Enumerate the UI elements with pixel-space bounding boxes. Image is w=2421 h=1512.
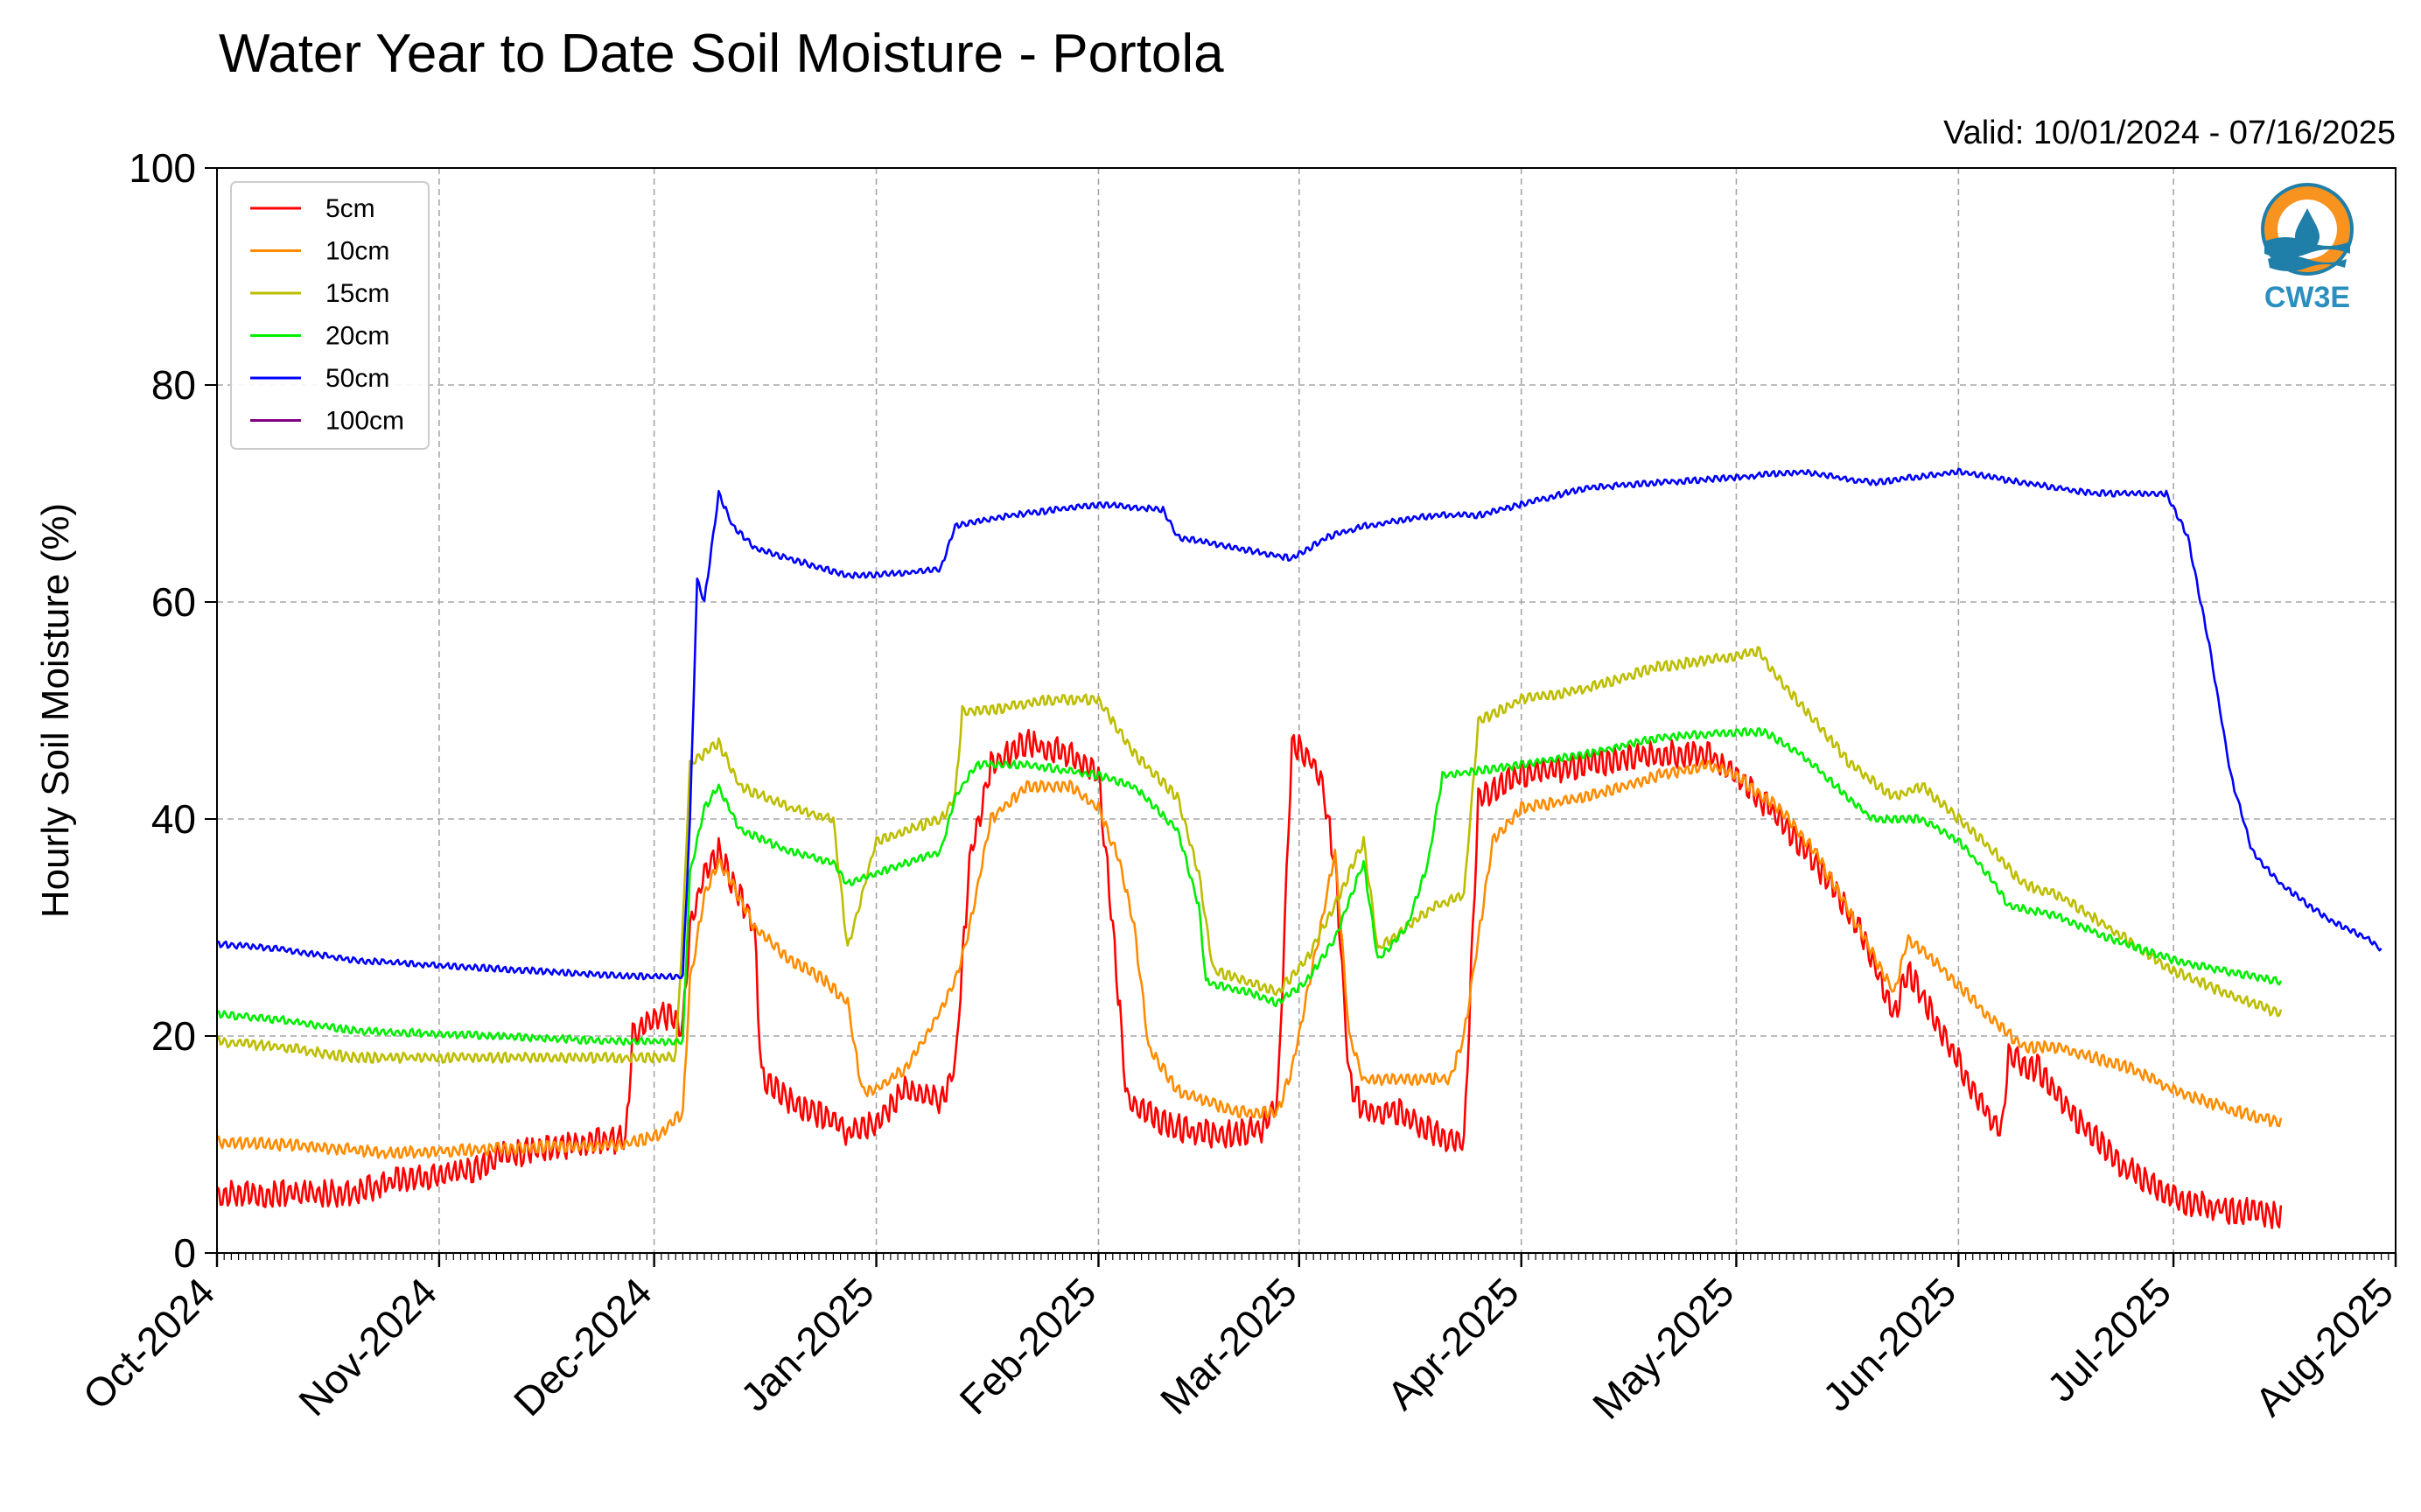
chart-title: Water Year to Date Soil Moisture - Porto…	[219, 24, 1224, 84]
cw3e-logo: CW3E	[2261, 183, 2354, 314]
series-line-5cm	[216, 728, 2283, 1229]
y-tick-label: 80	[151, 362, 196, 408]
series-line-20cm	[216, 727, 2283, 1046]
y-tick-label: 20	[151, 1013, 196, 1059]
series-line-15cm	[216, 646, 2283, 1064]
series-line-50cm	[216, 467, 2383, 981]
legend-box	[230, 181, 430, 450]
legend-label-15cm: 15cm	[325, 279, 389, 308]
legend-label-5cm: 5cm	[325, 194, 375, 223]
y-axis-label: Hourly Soil Moisture (%)	[34, 503, 77, 918]
legend-label-20cm: 20cm	[325, 322, 389, 351]
legend: 5cm 10cm 15cm 20cm 50cm 100cm	[230, 181, 430, 450]
valid-date-range: Valid: 10/01/2024 - 07/16/2025	[1943, 115, 2396, 151]
y-tick-label: 100	[129, 145, 196, 191]
x-minor-ticks	[216, 1253, 2397, 1260]
y-tick-label: 0	[173, 1230, 196, 1276]
series-lines	[215, 467, 2383, 1229]
series-line-10cm	[215, 759, 2283, 1159]
y-tick-label: 60	[151, 579, 196, 625]
legend-label-50cm: 50cm	[325, 364, 389, 393]
legend-label-100cm: 100cm	[325, 407, 404, 436]
legend-label-10cm: 10cm	[325, 237, 389, 266]
y-tick-label: 40	[151, 796, 196, 842]
cw3e-logo-text: CW3E	[2264, 281, 2350, 314]
